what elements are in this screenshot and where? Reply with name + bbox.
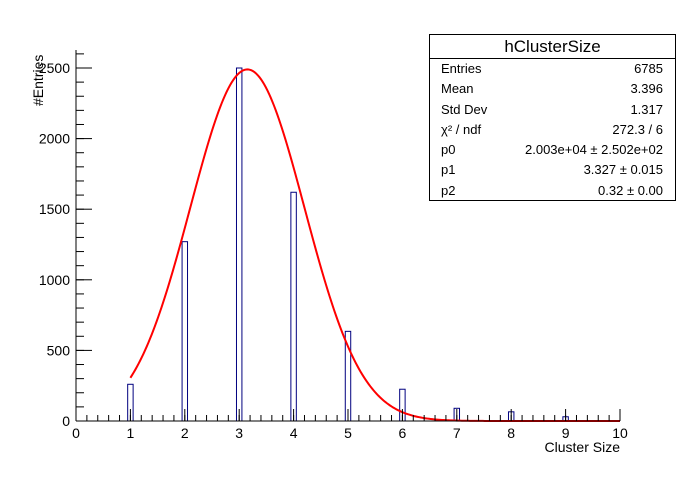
x-tick-label: 9 xyxy=(562,425,570,441)
x-tick-label: 5 xyxy=(344,425,352,441)
histogram-bar xyxy=(181,241,189,422)
x-tick-label: 1 xyxy=(127,425,135,441)
stats-row-stddev: Std Dev 1.317 xyxy=(430,100,675,120)
stats-row-chi2: χ² / ndf 272.3 / 6 xyxy=(430,120,675,140)
x-tick-label: 10 xyxy=(612,425,628,441)
x-tick-label: 0 xyxy=(72,425,80,441)
stats-value: 1.317 xyxy=(630,101,663,117)
stats-label: p0 xyxy=(441,142,456,158)
y-tick-label: 1500 xyxy=(39,201,70,217)
stats-row-entries: Entries 6785 xyxy=(430,59,675,79)
stats-value: 6785 xyxy=(634,61,663,76)
stats-label: p1 xyxy=(441,162,456,178)
stats-label: Mean xyxy=(441,81,474,97)
stats-value: 2.003e+04 ± 2.502e+02 xyxy=(525,142,663,158)
x-axis-title: Cluster Size xyxy=(545,439,621,455)
x-tick-label: 4 xyxy=(290,425,298,441)
y-tick-label: 2000 xyxy=(39,131,70,147)
histogram-bar xyxy=(235,67,243,422)
x-tick-label: 6 xyxy=(399,425,407,441)
y-tick-label: 0 xyxy=(62,413,70,429)
stats-row-p1: p1 3.327 ± 0.015 xyxy=(430,160,675,180)
stats-label: χ² / ndf xyxy=(441,121,482,137)
stats-title: hClusterSize xyxy=(430,35,675,59)
histogram-bar xyxy=(290,191,297,422)
stats-value: 272.3 / 6 xyxy=(612,121,663,137)
stats-value: 3.327 ± 0.015 xyxy=(583,162,663,178)
axes-layer: 0 1 2 3 4 5 6 7 8 9 10 0 500 1000 1500 2000 2500 xyxy=(39,50,628,441)
x-tick-label: 7 xyxy=(453,425,461,441)
stats-value: 3.396 xyxy=(630,81,663,97)
y-tick-label: 1000 xyxy=(39,272,70,288)
stats-row-p2: p2 0.32 ± 0.00 xyxy=(430,181,675,201)
x-tick-label: 8 xyxy=(507,425,515,441)
y-axis-title: #Entries xyxy=(30,55,46,106)
stats-row-p0: p0 2.003e+04 ± 2.502e+02 xyxy=(430,140,675,160)
stats-label: Std Dev xyxy=(441,101,488,117)
stats-label: p2 xyxy=(441,182,456,198)
stats-box: hClusterSize Entries 6785 Mean 3.396 Std… xyxy=(429,34,676,201)
stats-value: 0.32 ± 0.00 xyxy=(598,182,663,198)
stats-row-mean: Mean 3.396 xyxy=(430,79,675,99)
stats-label: Entries xyxy=(441,61,482,76)
y-tick-label: 2500 xyxy=(39,60,70,76)
x-tick-label: 3 xyxy=(235,425,243,441)
x-tick-label: 2 xyxy=(181,425,189,441)
y-tick-label: 500 xyxy=(47,342,71,358)
